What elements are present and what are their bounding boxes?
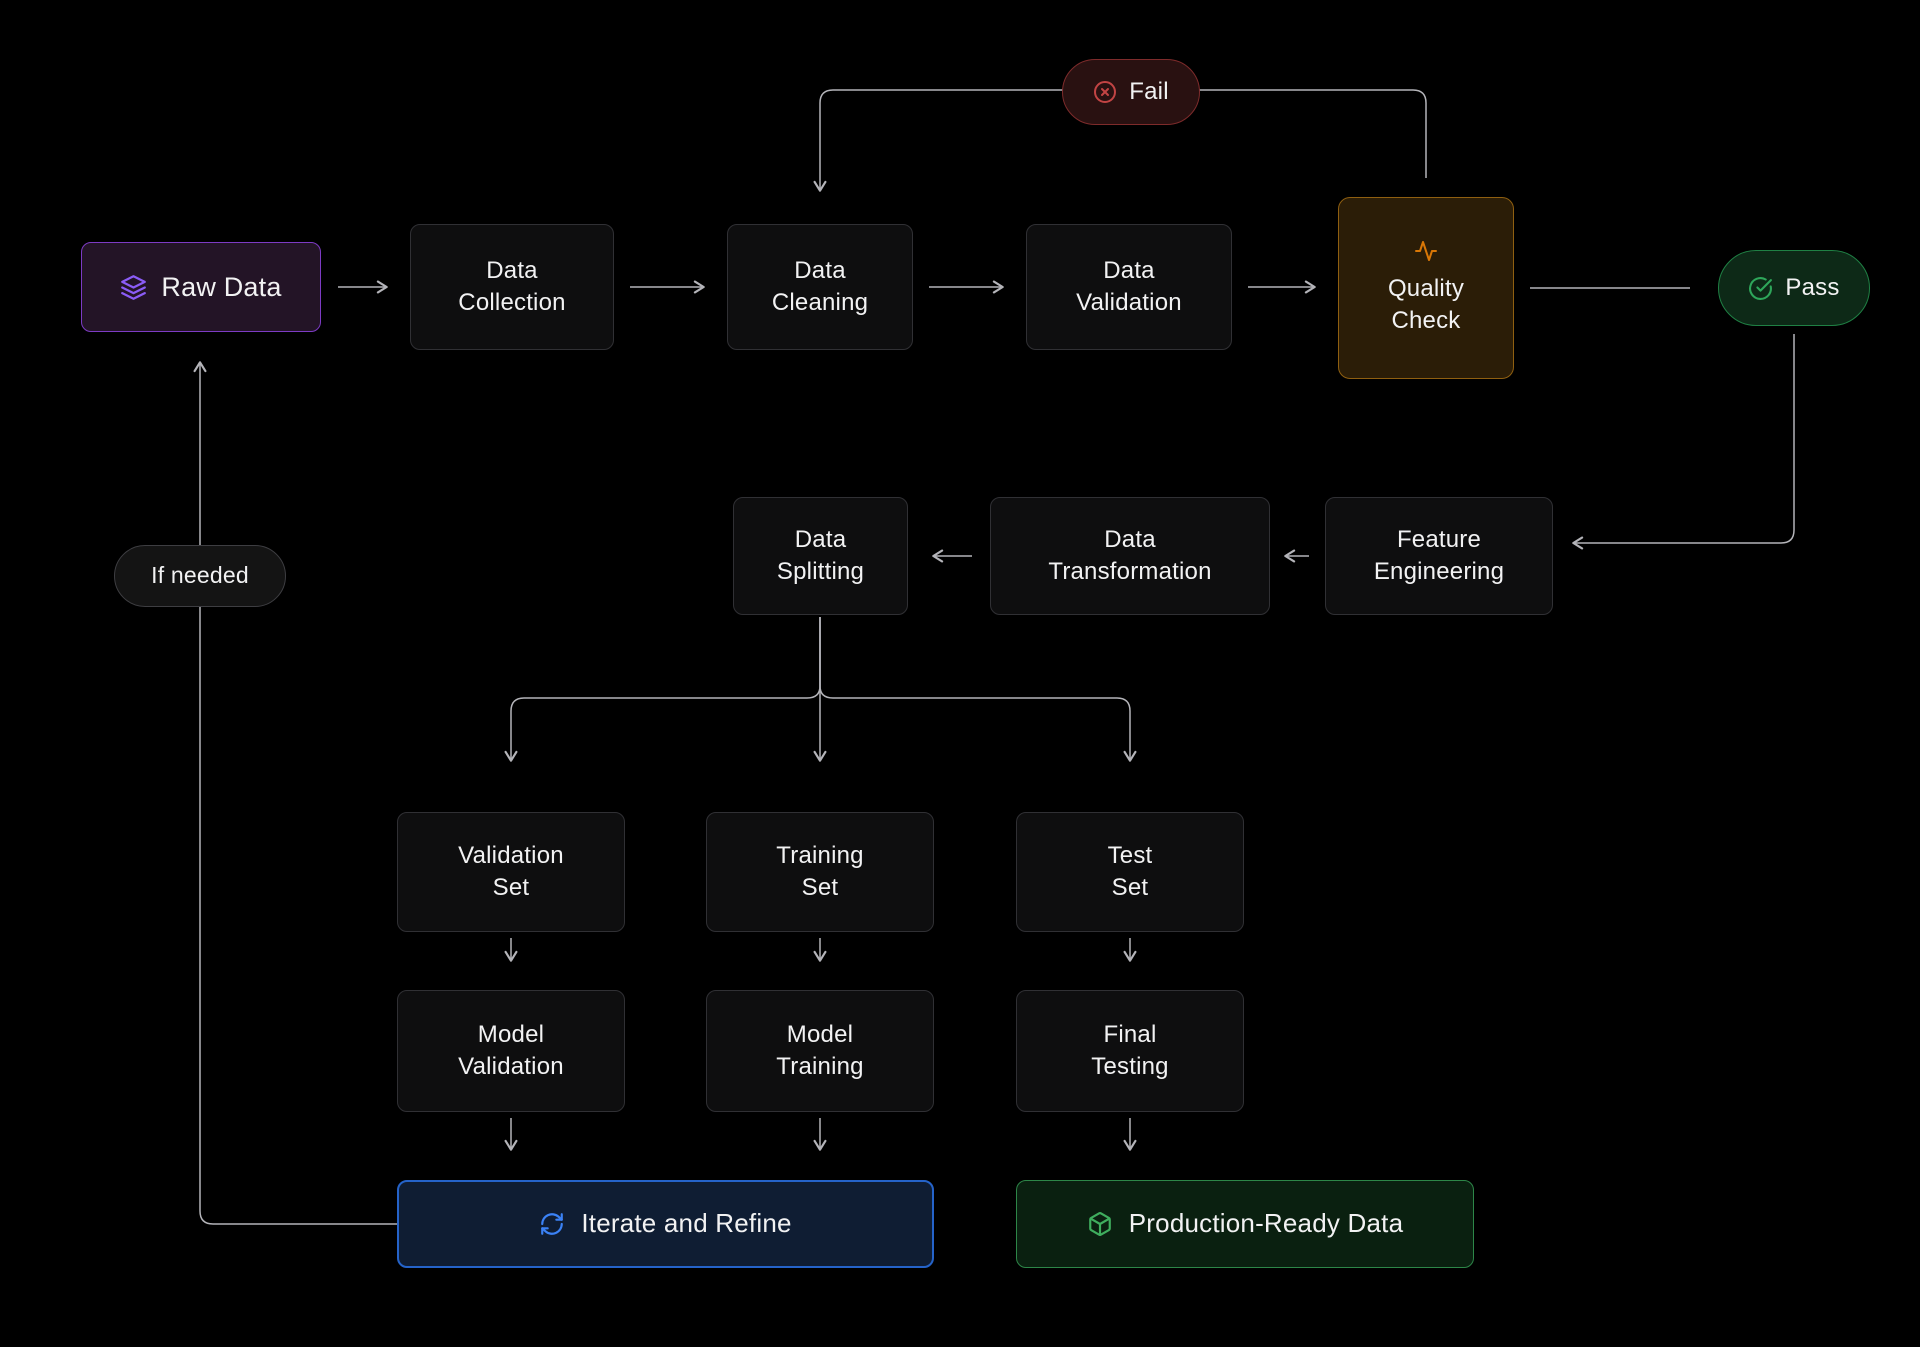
node-validation-set[interactable]: Validation Set: [397, 812, 625, 932]
node-data-cleaning[interactable]: Data Cleaning: [727, 224, 913, 350]
node-training-set[interactable]: Training Set: [706, 812, 934, 932]
node-label: Training Set: [776, 841, 864, 901]
node-label: Data Validation: [1076, 256, 1182, 316]
node-label: Test Set: [1107, 841, 1153, 901]
node-model-training[interactable]: Model Training: [706, 990, 934, 1112]
activity-pulse-icon: [1414, 239, 1438, 263]
node-label: Quality Check: [1387, 274, 1465, 334]
edge-label-if-needed: If needed: [114, 545, 286, 607]
node-label: Data Transformation: [1048, 525, 1212, 585]
node-data-transformation[interactable]: Data Transformation: [990, 497, 1270, 615]
node-label: Final Testing: [1091, 1020, 1169, 1080]
node-label: Validation Set: [458, 841, 564, 901]
node-label: Data Collection: [458, 256, 566, 316]
check-circle-icon: [1748, 276, 1773, 301]
layers-icon: [120, 274, 147, 301]
node-label: Data Cleaning: [771, 256, 869, 316]
node-label: Feature Engineering: [1373, 525, 1505, 585]
node-label: Iterate and Refine: [581, 1208, 792, 1239]
node-label: Raw Data: [161, 271, 282, 302]
node-final-testing[interactable]: Final Testing: [1016, 990, 1244, 1112]
node-model-validation[interactable]: Model Validation: [397, 990, 625, 1112]
node-iterate-and-refine[interactable]: Iterate and Refine: [397, 1180, 934, 1268]
package-icon: [1087, 1211, 1113, 1237]
edge-label-fail: Fail: [1062, 59, 1200, 125]
node-feature-engineering[interactable]: Feature Engineering: [1325, 497, 1553, 615]
node-label: Model Training: [776, 1020, 864, 1080]
edge-label-text: If needed: [151, 562, 249, 589]
node-test-set[interactable]: Test Set: [1016, 812, 1244, 932]
node-label: Model Validation: [458, 1020, 564, 1080]
node-data-validation[interactable]: Data Validation: [1026, 224, 1232, 350]
edge-label-pass: Pass: [1718, 250, 1870, 326]
edge-label-text: Fail: [1129, 77, 1169, 105]
node-data-splitting[interactable]: Data Splitting: [733, 497, 908, 615]
node-raw-data[interactable]: Raw Data: [81, 242, 321, 332]
node-production-ready-data[interactable]: Production-Ready Data: [1016, 1180, 1474, 1268]
node-quality-check[interactable]: Quality Check: [1338, 197, 1514, 379]
x-circle-icon: [1093, 80, 1117, 104]
edge-label-text: Pass: [1785, 273, 1840, 301]
refresh-cycle-icon: [539, 1211, 565, 1237]
node-label: Production-Ready Data: [1128, 1208, 1404, 1239]
node-label: Data Splitting: [776, 525, 865, 585]
node-data-collection[interactable]: Data Collection: [410, 224, 614, 350]
